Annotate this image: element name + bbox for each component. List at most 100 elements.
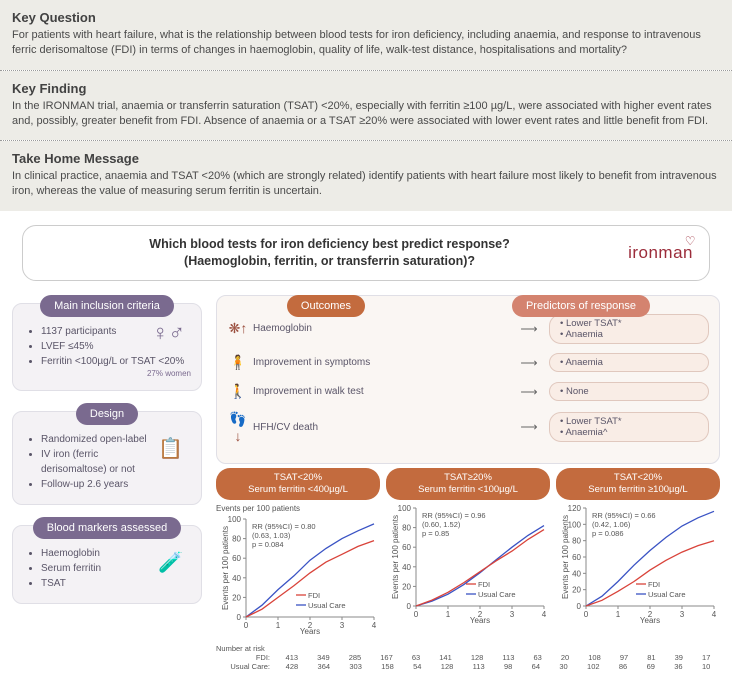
svg-text:80: 80 [232, 534, 241, 543]
nar-value: 98 [504, 662, 512, 671]
predictor-pill: Anaemia [549, 353, 709, 372]
svg-text:3: 3 [680, 610, 685, 619]
svg-text:0: 0 [577, 602, 582, 611]
svg-text:RR (95%CI) = 0.66: RR (95%CI) = 0.66 [592, 511, 656, 520]
svg-text:Events per 100 patients: Events per 100 patients [561, 515, 570, 599]
svg-text:RR (95%CI) = 0.80: RR (95%CI) = 0.80 [252, 522, 316, 531]
svg-text:4: 4 [542, 610, 547, 619]
outcome-row: 🚶 Improvement in walk test ⟶ None [227, 382, 709, 402]
svg-text:FDI: FDI [308, 591, 320, 600]
kq-body: For patients with heart failure, what is… [12, 28, 720, 58]
charts-row: TSAT<20%Serum ferritin <400µg/L Events p… [216, 468, 720, 640]
svg-text:0: 0 [584, 610, 589, 619]
header-line1: Which blood tests for iron deficiency be… [149, 237, 509, 251]
svg-text:(0.60, 1.52): (0.60, 1.52) [422, 520, 461, 529]
nar-value: 128 [471, 653, 484, 662]
outcomes-box: Outcomes [216, 295, 436, 317]
svg-text:80: 80 [572, 536, 581, 545]
number-at-risk: Number at risk FDI:413349285167631411281… [216, 644, 720, 671]
clipboard-icon: 📋 [158, 436, 183, 461]
inclusion-title: Main inclusion criteria [40, 295, 174, 317]
svg-text:120: 120 [568, 504, 582, 513]
ironman-logo: ironman [628, 243, 693, 263]
key-question-section: Key Question For patients with heart fai… [0, 0, 732, 70]
nar-label: Number at risk [216, 644, 720, 653]
predictor-pill: None [549, 382, 709, 401]
outcome-row: 👣↓ HFH/CV death ⟶ Lower TSAT*Anaemia^ [227, 411, 709, 444]
nar-value: 54 [413, 662, 421, 671]
svg-text:20: 20 [572, 585, 581, 594]
svg-text:80: 80 [402, 523, 411, 532]
svg-text:1: 1 [446, 610, 451, 619]
svg-text:p = 0.086: p = 0.086 [592, 529, 624, 538]
outcome-label: HFH/CV death [249, 422, 509, 433]
nar-value: 17 [702, 653, 710, 662]
svg-text:0: 0 [244, 621, 249, 630]
key-finding-section: Key Finding In the IRONMAN trial, anaemi… [0, 71, 732, 141]
outcome-label: Improvement in walk test [249, 386, 509, 397]
list-item: TSAT [41, 576, 189, 591]
header-question: Which blood tests for iron deficiency be… [39, 236, 620, 270]
svg-text:Usual Care: Usual Care [308, 601, 346, 610]
svg-text:0: 0 [237, 613, 242, 622]
svg-text:Years: Years [640, 616, 660, 624]
blood-box: Blood markers assessed 🧪 HaemoglobinSeru… [12, 517, 202, 604]
nar-value: 364 [318, 662, 331, 671]
nar-value: 167 [380, 653, 393, 662]
svg-text:0: 0 [414, 610, 419, 619]
th-body: In clinical practice, anaemia and TSAT <… [12, 169, 720, 199]
chart-header: TSAT<20%Serum ferritin <400µg/L [216, 468, 380, 500]
list-item: Follow-up 2.6 years [41, 477, 189, 492]
arrow-icon: ⟶ [509, 385, 549, 399]
svg-text:20: 20 [402, 582, 411, 591]
svg-text:Years: Years [300, 627, 320, 635]
nar-value: 10 [702, 662, 710, 671]
kq-title: Key Question [12, 10, 720, 25]
outcome-row: ❋↑ Haemoglobin ⟶ Lower TSAT*Anaemia [227, 314, 709, 344]
left-column: Main inclusion criteria ♀♂ 1137 particip… [12, 295, 202, 671]
nar-value: 64 [532, 662, 540, 671]
nar-value: 69 [647, 662, 655, 671]
svg-text:Usual Care: Usual Care [648, 590, 686, 599]
outcome-icon: 🚶 [227, 383, 249, 400]
outcomes-body: ❋↑ Haemoglobin ⟶ Lower TSAT*Anaemia 🧍 Imp… [216, 295, 720, 464]
nar-value: 113 [502, 653, 514, 662]
outcome-row: 🧍 Improvement in symptoms ⟶ Anaemia [227, 353, 709, 373]
chart-panel: TSAT<20%Serum ferritin <400µg/L Events p… [216, 468, 380, 640]
nar-value: 349 [317, 653, 330, 662]
svg-text:p = 0.084: p = 0.084 [252, 540, 284, 549]
nar-value: 113 [473, 662, 485, 671]
blood-title: Blood markers assessed [33, 517, 181, 539]
nar-value: 413 [286, 653, 299, 662]
nar-value: 285 [349, 653, 362, 662]
km-chart: 02040608010012001234 RR (95%CI) = 0.66 (… [556, 504, 720, 624]
infographic-header: Which blood tests for iron deficiency be… [22, 225, 710, 281]
svg-text:1: 1 [616, 610, 621, 619]
right-column: Outcomes Predictors of response ❋↑ Haemo… [216, 295, 720, 671]
nar-uc-label: Usual Care: [216, 662, 270, 671]
svg-text:(0.42, 1.06): (0.42, 1.06) [592, 520, 631, 529]
nar-value: 20 [561, 653, 569, 662]
nar-value: 81 [647, 653, 655, 662]
infographic-panel: Which blood tests for iron deficiency be… [0, 211, 732, 679]
svg-text:3: 3 [340, 621, 345, 630]
header-line2: (Haemoglobin, ferritin, or transferrin s… [184, 254, 475, 268]
nar-value: 63 [533, 653, 541, 662]
list-item: Ferritin <100µg/L or TSAT <20% [41, 354, 189, 369]
nar-value: 39 [675, 653, 683, 662]
nar-value: 97 [620, 653, 628, 662]
take-home-section: Take Home Message In clinical practice, … [0, 141, 732, 211]
svg-text:40: 40 [402, 562, 411, 571]
outcomes-title: Outcomes [287, 295, 365, 317]
nar-value: 158 [381, 662, 394, 671]
people-icon: ♀♂ [152, 320, 185, 346]
outcome-icon: ❋↑ [227, 320, 249, 337]
nar-value: 86 [619, 662, 627, 671]
predictors-title: Predictors of response [512, 295, 650, 317]
svg-text:p = 0.85: p = 0.85 [422, 529, 449, 538]
svg-text:20: 20 [232, 593, 241, 602]
svg-text:100: 100 [228, 515, 242, 524]
nar-value: 128 [441, 662, 454, 671]
outcome-label: Haemoglobin [249, 323, 509, 334]
predictor-pill: Lower TSAT*Anaemia^ [549, 412, 709, 442]
